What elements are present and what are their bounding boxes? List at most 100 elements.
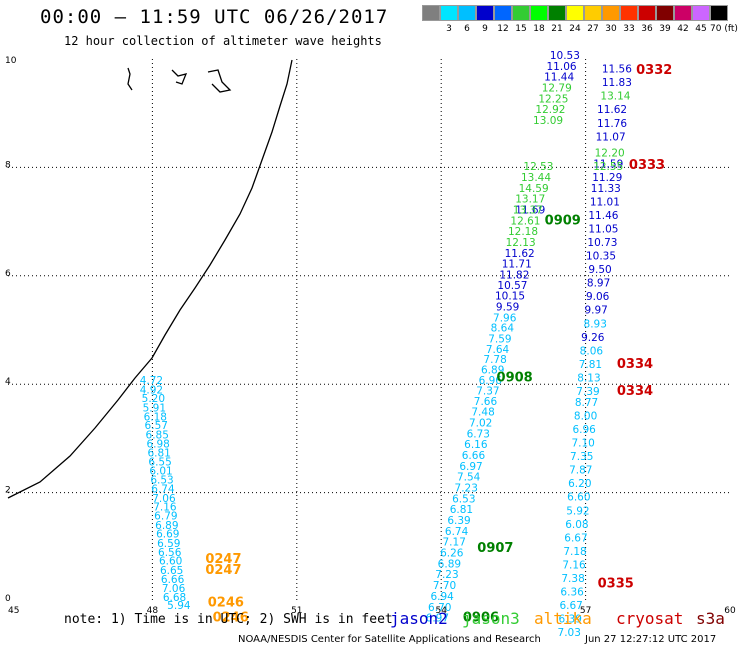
color-scale-label: 6 [464,24,470,34]
color-swatch [674,5,692,21]
color-scale-label: 24 [569,24,581,34]
wave-height-value: 8.00 [574,410,597,422]
wave-height-value: 13.37 [513,204,543,216]
wave-height-value: 6.59 [157,538,180,550]
color-scale-label: 70 (ft) [710,24,738,34]
color-scale-label: 18 [533,24,545,34]
wave-height-value: 6.94 [430,591,454,603]
wave-height-value: 5.92 [566,505,589,517]
wave-height-value: 12.55 [593,161,623,173]
wave-height-value: 6.97 [459,461,482,473]
legend-item-cryosat: cryosat [616,609,684,628]
wave-height-value: 6.89 [155,520,178,532]
page-title: 00:00 – 11:59 UTC 06/26/2017 [40,6,389,28]
wave-height-value: 7.02 [469,417,492,429]
wave-height-value: 6.73 [467,428,490,440]
color-swatch [548,5,566,21]
map-gridlines [8,59,730,601]
y-tick-label: 8 [5,160,11,170]
wave-height-value: 13.44 [521,172,551,184]
wave-height-value: 13.14 [600,91,630,103]
wave-height-value: 6.68 [163,592,186,604]
color-scale-label: 9 [482,24,488,34]
color-swatch [440,5,458,21]
color-swatch [692,5,710,21]
wave-height-value: 11.82 [499,270,529,282]
pass-time-label: 0333 [629,158,665,173]
wave-height-value: 7.81 [579,359,602,371]
color-swatch [566,5,584,21]
color-swatch [476,5,494,21]
wave-height-value: 6.67 [559,600,582,612]
wave-height-value: 5.91 [143,402,166,414]
wave-height-value: 6.60 [567,492,590,504]
track-time-labels: 0332 0333 0909 0908 0334 0334 0907 0335 0906 0247… [205,63,672,625]
wave-height-value: 12.92 [535,104,565,116]
color-scale-label: 3 [446,24,452,34]
wave-height-value: 4.72 [140,375,163,387]
wave-height-value: 7.66 [474,396,498,408]
wave-height-value: 6.26 [440,548,464,560]
wave-height-value: 11.46 [588,210,618,222]
wave-height-value: 12.25 [538,93,568,105]
wave-height-value: 9.50 [588,264,611,276]
color-swatch [422,5,440,21]
wave-height-value: 7.39 [576,386,599,398]
wave-height-value: 5.94 [167,600,191,612]
island-outline [127,67,133,91]
pass-time-label: 0247 [205,552,241,567]
wave-height-value: 8.13 [577,372,600,384]
wave-height-value: 6.70 [428,602,451,614]
wave-height-value: 7.16 [153,501,177,513]
wave-height-value: 6.66 [161,574,185,586]
wave-height-value: 6.96 [572,424,596,436]
y-tick-label: 2 [5,486,11,496]
wave-height-value: 11.83 [602,77,632,89]
generated-timestamp: Jun 27 12:27:12 UTC 2017 [585,634,717,645]
wave-height-value: 7.18 [563,546,586,558]
wave-height-value: 10.57 [497,280,527,292]
wave-height-value: 8.06 [580,345,604,357]
color-swatch [494,5,512,21]
credit-line: NOAA/NESDIS Center for Satellite Applica… [238,634,541,645]
wave-height-value: 9.06 [586,291,610,303]
legend-item-s3a: s3a [696,609,725,628]
wave-height-value: 11.59 [593,158,623,170]
color-swatch [512,5,530,21]
wave-height-value: 6.81 [147,447,170,459]
wave-height-value: 6.79 [154,511,177,523]
wave-height-value: 14.59 [519,183,549,195]
color-scale-label: 30 [605,24,617,34]
wave-height-value: 6.66 [462,450,486,462]
color-swatch [602,5,620,21]
wave-height-value: 10.73 [587,237,617,249]
color-scale-label: 36 [641,24,653,34]
wave-height-value: 13.17 [515,194,545,206]
color-swatch [530,5,548,21]
color-scale-label: 42 [677,24,689,34]
wave-height-value: 6.74 [445,526,469,538]
wave-height-value: 6.67 [564,532,587,544]
wave-height-value: 11.44 [544,72,574,84]
wave-height-value: 6.89 [481,364,504,376]
wave-height-value: 8.64 [491,323,515,335]
color-swatch [458,5,476,21]
coastline-path [7,59,293,499]
wave-height-value: 6.36 [560,587,584,599]
wave-height-value: 6.01 [149,466,172,478]
wave-height-value: 6.53 [452,493,475,505]
wave-height-value: 8.77 [575,397,598,409]
wave-height-value: 11.05 [588,223,618,235]
wave-height-value: 12.18 [508,226,538,238]
wave-height-value: 11.71 [502,259,532,271]
color-scale-label: 12 [497,24,509,34]
y-tick-label: 0 [5,594,11,604]
wave-height-value: 7.23 [435,569,458,581]
wave-height-value: 7.10 [571,438,594,450]
color-scale-bar [422,5,728,21]
pass-time-label: 0246 [208,595,244,610]
wave-height-value: 10.15 [495,291,525,303]
wave-height-value: 6.39 [559,614,582,626]
island-outline [207,69,232,93]
